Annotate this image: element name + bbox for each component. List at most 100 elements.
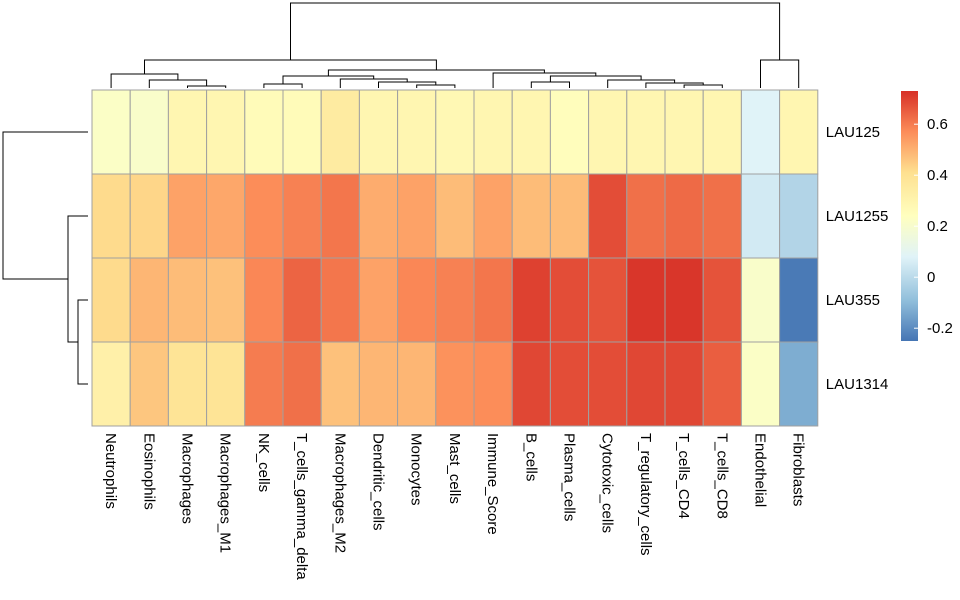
column-label-Mast_cells: Mast_cells bbox=[446, 433, 463, 504]
column-dendrogram-branch-8 bbox=[530, 81, 570, 88]
column-dendrogram bbox=[110, 2, 800, 88]
row-dendrogram-branch-2 bbox=[2, 131, 88, 280]
heatmap-cell-LAU1255-Dendritic_cells bbox=[358, 173, 399, 259]
column-label-NK_cells: NK_cells bbox=[255, 433, 272, 492]
heatmap-cell-LAU1314-T_cells_CD8 bbox=[702, 341, 742, 427]
column-label-Monocytes: Monocytes bbox=[408, 433, 425, 506]
row-label-LAU1314: LAU1314 bbox=[826, 376, 889, 393]
heatmap-cell-LAU1314-T_cells_gamma_delta bbox=[282, 341, 322, 427]
heatmap-cell-LAU125-Mast_cells bbox=[435, 89, 475, 175]
heatmap-cell-LAU1255-B_cells bbox=[511, 173, 551, 259]
heatmap-cell-LAU355-Mast_cells bbox=[435, 257, 475, 343]
heatmap-cell-LAU1314-Macrophages bbox=[167, 341, 208, 427]
column-dendrogram-branch-0 bbox=[187, 85, 227, 88]
row-dendrogram bbox=[2, 131, 88, 385]
column-dendrogram-branch-16 bbox=[144, 59, 437, 74]
heatmap-cell-LAU355-NK_cells bbox=[244, 257, 284, 343]
heatmap-cell-LAU125-Endothelial bbox=[740, 89, 781, 175]
heatmap-cell-LAU125-Macrophages_M2 bbox=[320, 89, 360, 175]
heatmap-cell-LAU1255-Fibroblasts bbox=[779, 173, 819, 259]
heatmap-cell-LAU125-T_cells_CD8 bbox=[702, 89, 742, 175]
column-labels: Neutrophils Eosinophils Macrophages Macroph… bbox=[102, 433, 807, 580]
heatmap-cell-LAU1255-Cytotoxic_cells bbox=[588, 173, 628, 259]
heatmap-cell-LAU1314-Eosinophils bbox=[129, 341, 169, 427]
heatmap-cell-LAU1314-Neutrophils bbox=[91, 341, 131, 427]
column-label-Endothelial: Endothelial bbox=[752, 433, 769, 507]
column-dendrogram-branch-9 bbox=[683, 84, 723, 88]
column-dendrogram-branch-13 bbox=[492, 72, 597, 88]
heatmap-cell-LAU355-Eosinophils bbox=[129, 257, 169, 343]
heatmap-cell-LAU1255-Mast_cells bbox=[435, 173, 475, 259]
heatmap-cell-LAU355-Neutrophils bbox=[91, 257, 131, 343]
heatmap-cell-LAU1314-Dendritic_cells bbox=[358, 341, 399, 427]
heatmap-cell-LAU355-T_cells_CD8 bbox=[702, 257, 742, 343]
heatmap-cell-LAU1314-NK_cells bbox=[244, 341, 284, 427]
heatmap-cell-LAU1255-Macrophages_M2 bbox=[320, 173, 360, 259]
heatmap-cell-LAU1314-Macrophages_M2 bbox=[320, 341, 360, 427]
heatmap-cell-LAU1255-NK_cells bbox=[244, 173, 284, 259]
heatmap-cell-LAU125-NK_cells bbox=[244, 89, 284, 175]
heatmap-cell-LAU355-T_regulatory_cells bbox=[626, 257, 666, 343]
heatmap-cell-LAU355-Fibroblasts bbox=[779, 257, 819, 343]
heatmap-cell-LAU1255-T_cells_gamma_delta bbox=[282, 173, 322, 259]
heatmap-cell-LAU355-Monocytes bbox=[397, 257, 437, 343]
column-dendrogram-branch-11 bbox=[607, 79, 676, 88]
column-dendrogram-branch-1 bbox=[148, 79, 208, 88]
row-label-LAU355: LAU355 bbox=[826, 292, 880, 309]
column-label-Macrophages_M1: Macrophages_M1 bbox=[217, 433, 234, 553]
heatmap-cell-LAU125-T_cells_gamma_delta bbox=[282, 89, 322, 175]
color-legend-tick-label-1: 0 bbox=[927, 269, 935, 286]
row-dendrogram-branch-0 bbox=[77, 299, 88, 385]
column-label-Fibroblasts: Fibroblasts bbox=[790, 433, 807, 506]
heatmap-cell-LAU355-T_cells_gamma_delta bbox=[282, 257, 322, 343]
heatmap-cell-LAU125-Dendritic_cells bbox=[358, 89, 399, 175]
heatmap-cell-LAU1314-T_cells_CD4 bbox=[664, 341, 704, 427]
heatmap-cell-LAU355-B_cells bbox=[511, 257, 551, 343]
column-dendrogram-branch-4 bbox=[416, 84, 456, 88]
heatmap-cell-LAU1255-T_cells_CD4 bbox=[664, 173, 704, 259]
heatmap-cells bbox=[91, 89, 819, 427]
heatmap-cell-LAU1314-Plasma_cells bbox=[549, 341, 590, 427]
column-label-Plasma_cells: Plasma_cells bbox=[561, 433, 578, 521]
heatmap-cell-LAU125-B_cells bbox=[511, 89, 551, 175]
column-dendrogram-branch-7 bbox=[282, 75, 375, 84]
heatmap-cell-LAU125-T_regulatory_cells bbox=[626, 89, 666, 175]
heatmap-cell-LAU1255-Macrophages_M1 bbox=[206, 173, 246, 259]
heatmap-cell-LAU355-Plasma_cells bbox=[549, 257, 590, 343]
heatmap-cell-LAU1314-Immune_Score bbox=[473, 341, 513, 427]
column-label-T_cells_CD8: T_cells_CD8 bbox=[713, 433, 730, 519]
heatmap-cell-LAU125-Cytotoxic_cells bbox=[588, 89, 628, 175]
column-dendrogram-branch-12 bbox=[549, 75, 642, 82]
heatmap-cell-LAU1314-B_cells bbox=[511, 341, 551, 427]
row-label-LAU1255: LAU1255 bbox=[826, 208, 889, 225]
heatmap-cell-LAU1255-Eosinophils bbox=[129, 173, 169, 259]
heatmap-cell-LAU1255-Endothelial bbox=[740, 173, 781, 259]
heatmap-cell-LAU355-Dendritic_cells bbox=[358, 257, 399, 343]
column-dendrogram-branch-6 bbox=[339, 78, 408, 88]
heatmap-cell-LAU1314-Fibroblasts bbox=[779, 341, 819, 427]
color-legend-tick-label-3: 0.4 bbox=[927, 167, 948, 184]
heatmap-cell-LAU1255-Neutrophils bbox=[91, 173, 131, 259]
column-label-Cytotoxic_cells: Cytotoxic_cells bbox=[599, 433, 616, 533]
heatmap-cell-LAU1255-Macrophages bbox=[167, 173, 208, 259]
heatmap-cell-LAU1255-Immune_Score bbox=[473, 173, 513, 259]
color-legend-tick-label-0: -0.2 bbox=[927, 320, 953, 337]
heatmap-cell-LAU1314-Monocytes bbox=[397, 341, 437, 427]
row-labels: LAU125 LAU1255 LAU355 LAU1314 bbox=[826, 124, 889, 393]
column-label-Immune_Score: Immune_Score bbox=[484, 433, 501, 535]
column-dendrogram-branch-2 bbox=[110, 73, 179, 88]
heatmap-cell-LAU1255-T_cells_CD8 bbox=[702, 173, 742, 259]
color-legend-bar bbox=[901, 91, 918, 341]
heatmap-cell-LAU125-T_cells_CD4 bbox=[664, 89, 704, 175]
column-label-Eosinophils: Eosinophils bbox=[140, 433, 157, 510]
heatmap-cell-LAU1255-T_regulatory_cells bbox=[626, 173, 666, 259]
column-dendrogram-branch-15 bbox=[760, 59, 800, 88]
heatmap-cell-LAU125-Eosinophils bbox=[129, 89, 169, 175]
heatmap-cell-LAU125-Immune_Score bbox=[473, 89, 513, 175]
column-label-T_cells_gamma_delta: T_cells_gamma_delta bbox=[293, 433, 310, 580]
heatmap-cell-LAU1255-Monocytes bbox=[397, 173, 437, 259]
heatmap-cell-LAU355-Cytotoxic_cells bbox=[588, 257, 628, 343]
heatmap-cell-LAU355-Immune_Score bbox=[473, 257, 513, 343]
row-label-LAU125: LAU125 bbox=[826, 124, 880, 141]
